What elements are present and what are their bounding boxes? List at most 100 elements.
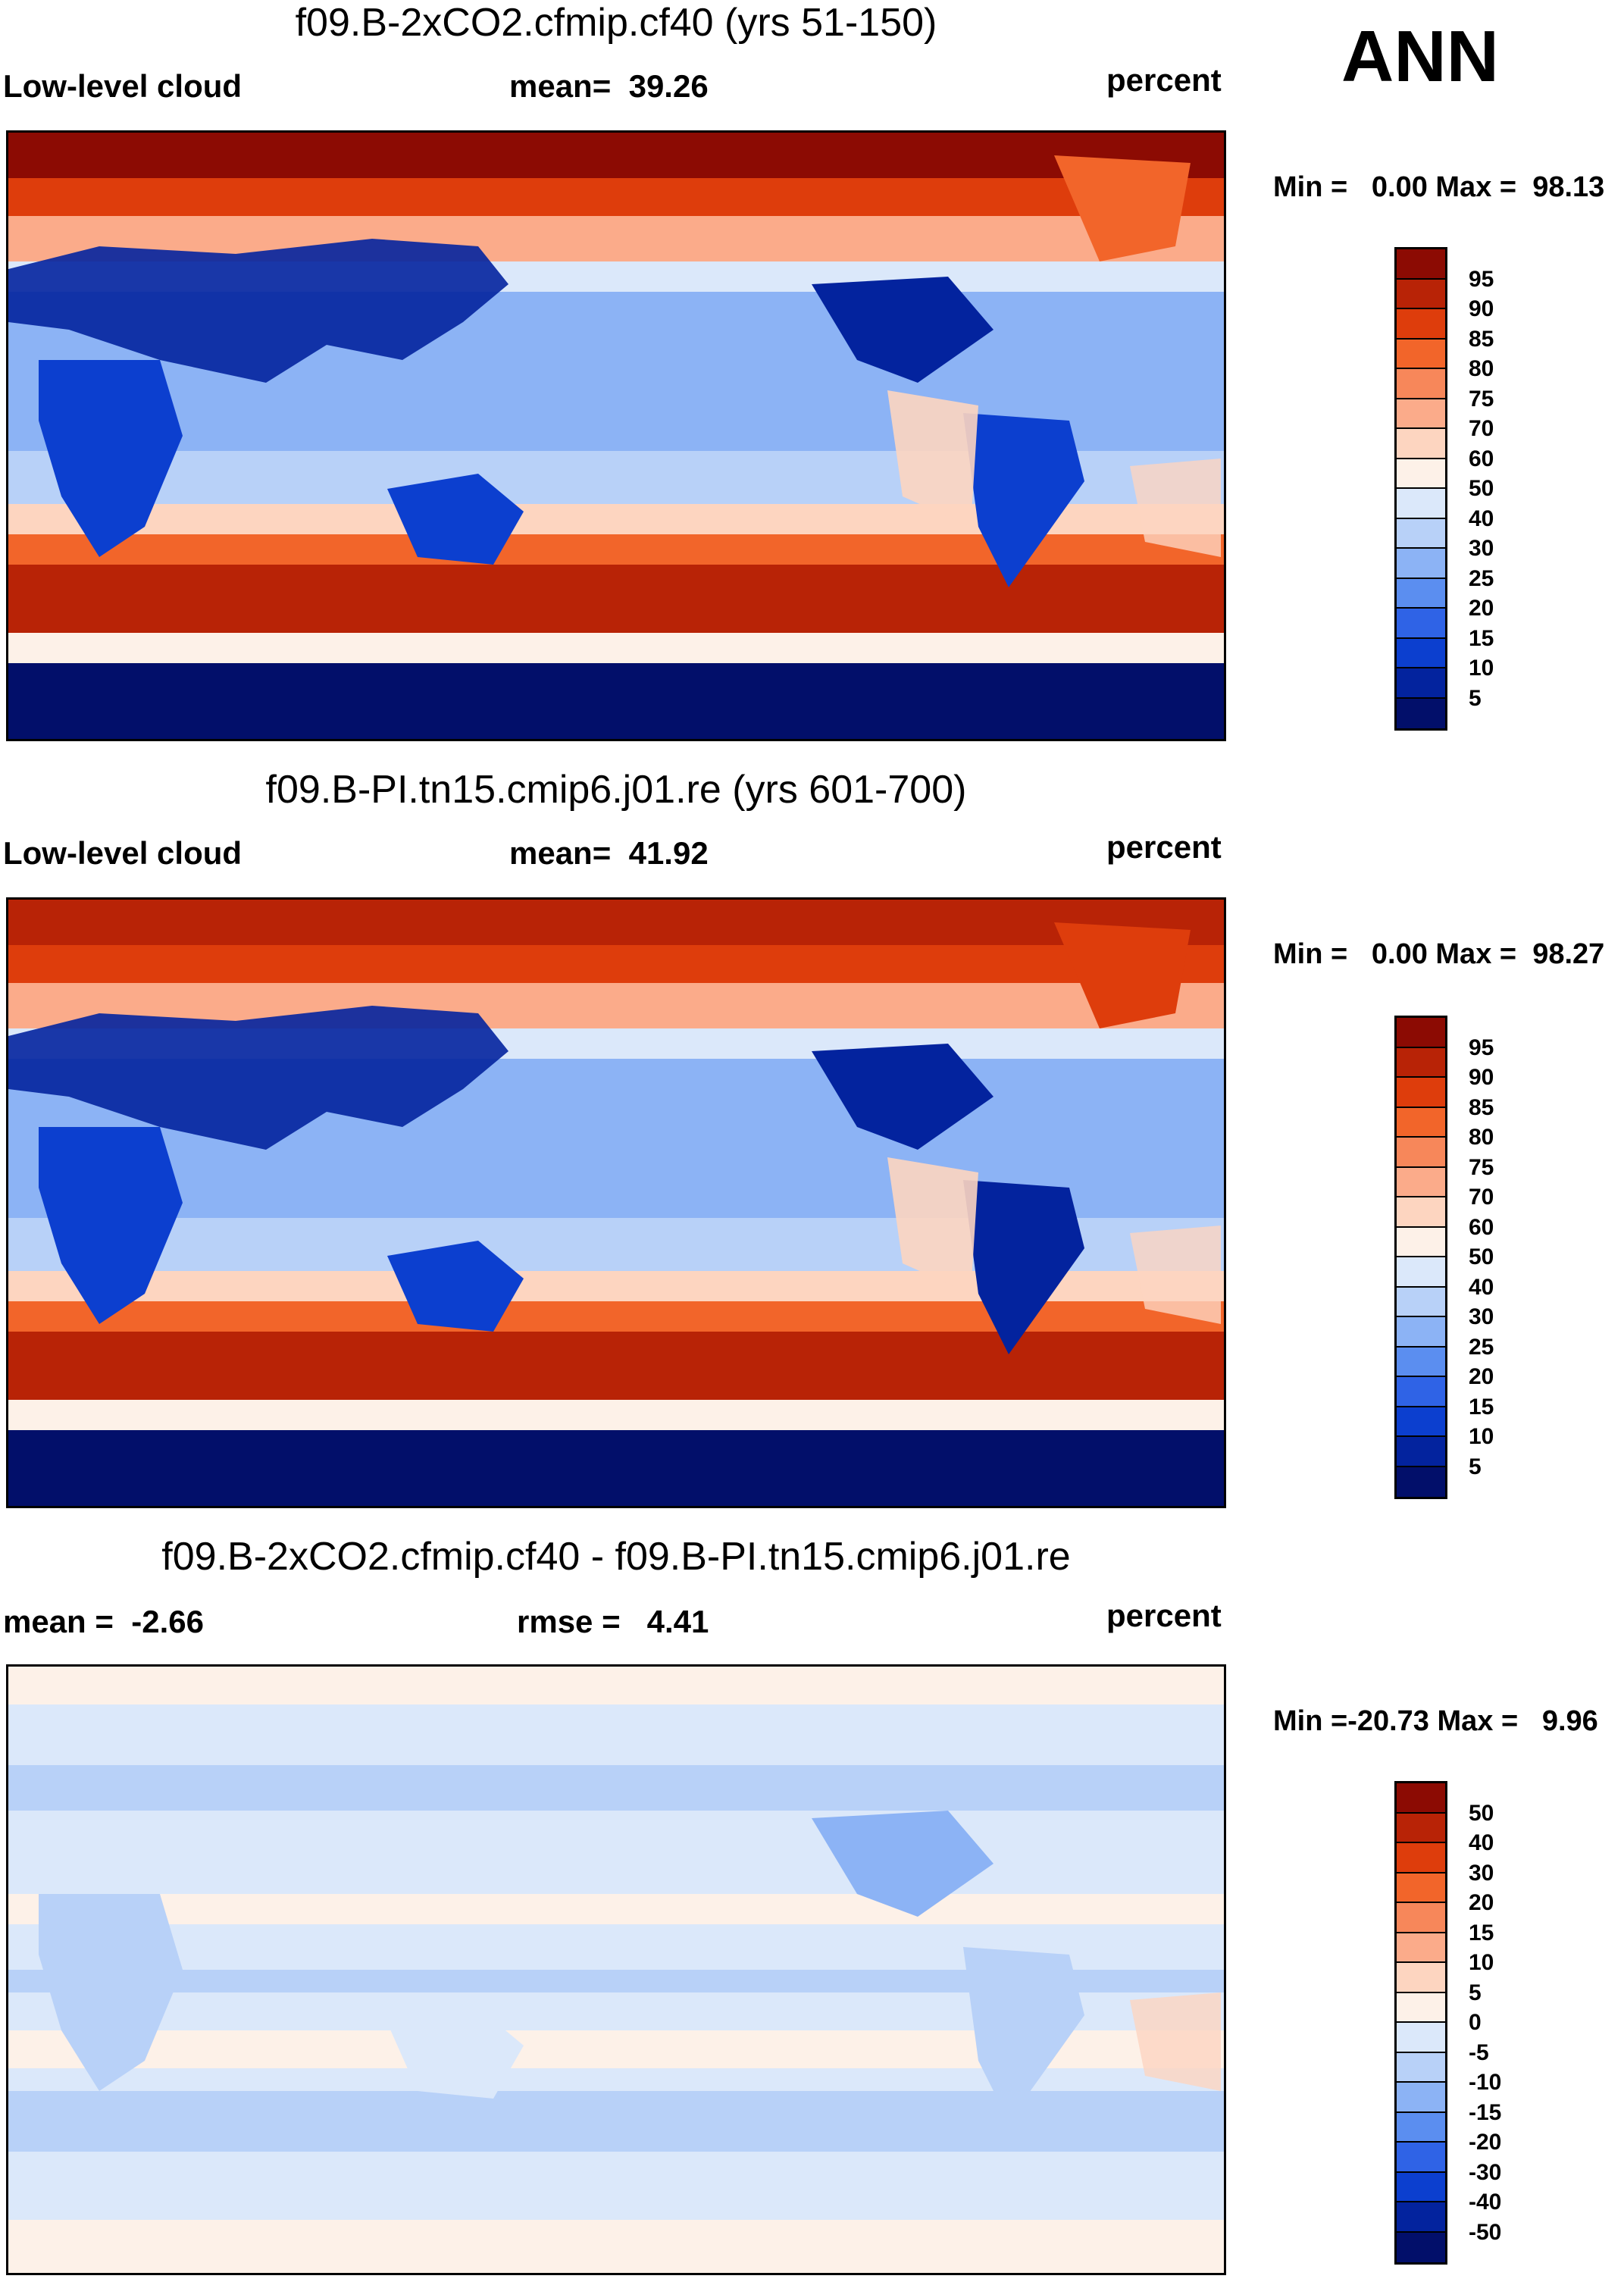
p2-band-arctic — [8, 900, 1224, 945]
colorbar-3-swatch — [1397, 1903, 1445, 1933]
panel-2-min-value: 0.00 — [1371, 938, 1428, 970]
colorbar-1-label: 10 — [1469, 656, 1494, 681]
panel-1-colorbar — [1394, 247, 1447, 731]
colorbar-3-label: -50 — [1469, 2219, 1502, 2245]
colorbar-2-swatch — [1397, 1138, 1445, 1168]
panel-3-min-value: -20.73 — [1347, 1705, 1429, 1737]
colorbar-2-swatch — [1397, 1287, 1445, 1317]
colorbar-3-label: 0 — [1469, 2010, 1482, 2035]
p1-land-greenland — [1054, 155, 1191, 261]
colorbar-3-label: -5 — [1469, 2039, 1489, 2065]
colorbar-3-swatch — [1397, 1963, 1445, 1993]
colorbar-1-swatch — [1397, 369, 1445, 399]
panel-3-min-label: Min = — [1273, 1705, 1348, 1737]
panel-2-minmax: Min = 0.00 Max = 98.27 — [1273, 938, 1604, 971]
colorbar-1-label: 75 — [1469, 386, 1494, 412]
p2-band-s-ocean-2 — [8, 1332, 1224, 1400]
p3-band-n-mid — [8, 1765, 1224, 1811]
colorbar-1-swatch — [1397, 339, 1445, 369]
p2-land-australia — [387, 1241, 524, 1332]
panel-1-minmax: Min = 0.00 Max = 98.13 — [1273, 171, 1604, 204]
colorbar-1-label: 95 — [1469, 266, 1494, 292]
panel-3-units: percent — [1106, 1598, 1222, 1633]
colorbar-3-swatch — [1397, 1873, 1445, 1903]
colorbar-2-label: 95 — [1469, 1035, 1494, 1060]
colorbar-2-label: 30 — [1469, 1304, 1494, 1329]
colorbar-1-swatch — [1397, 279, 1445, 309]
p2-band-n-high — [8, 945, 1224, 983]
colorbar-3-swatch — [1397, 1992, 1445, 2023]
p2-land-africa — [39, 1127, 183, 1324]
colorbar-2-swatch — [1397, 1167, 1445, 1197]
p1-stratocu-pacific — [887, 390, 978, 527]
colorbar-3-label: 50 — [1469, 1800, 1494, 1826]
p2-band-s-ice-edge — [8, 1400, 1224, 1430]
colorbar-3-label: -10 — [1469, 2070, 1502, 2095]
colorbar-1-swatch — [1397, 668, 1445, 699]
p3-band-tropic-n — [8, 1894, 1224, 1924]
colorbar-1-label: 20 — [1469, 596, 1494, 621]
colorbar-3-swatch — [1397, 2112, 1445, 2143]
panel-1-min-value: 0.00 — [1371, 171, 1428, 203]
colorbar-3-swatch — [1397, 2052, 1445, 2083]
colorbar-1-swatch — [1397, 638, 1445, 668]
colorbar-1-label: 60 — [1469, 446, 1494, 471]
colorbar-3-swatch — [1397, 1933, 1445, 1963]
colorbar-3-label: 40 — [1469, 1830, 1494, 1855]
colorbar-2-swatch — [1397, 1018, 1445, 1048]
p1-land-samerica — [963, 413, 1084, 587]
colorbar-2-swatch — [1397, 1407, 1445, 1437]
colorbar-1-swatch — [1397, 698, 1445, 728]
p3-land-namerica — [812, 1811, 993, 1917]
colorbar-3-swatch — [1397, 1783, 1445, 1814]
panel-2-colorbar — [1394, 1016, 1447, 1499]
panel-2-units: percent — [1106, 829, 1222, 865]
colorbar-2-label: 70 — [1469, 1185, 1494, 1210]
panel-2-max-label: Max = — [1435, 938, 1517, 970]
p3-land-africa — [39, 1894, 183, 2091]
colorbar-2-label: 75 — [1469, 1154, 1494, 1180]
panel-1-map — [6, 130, 1226, 741]
colorbar-2-swatch — [1397, 1347, 1445, 1377]
p2-land-greenland — [1054, 922, 1191, 1028]
colorbar-1-label: 85 — [1469, 326, 1494, 352]
colorbar-2-label: 85 — [1469, 1094, 1494, 1120]
panel-3-diff-mean-value: -2.66 — [131, 1604, 204, 1639]
p1-band-arctic — [8, 133, 1224, 178]
colorbar-2-swatch — [1397, 1047, 1445, 1078]
colorbar-3-label: -15 — [1469, 2099, 1502, 2125]
colorbar-1-label: 80 — [1469, 356, 1494, 381]
colorbar-1-label: 90 — [1469, 296, 1494, 321]
panel-3-max-value: 9.96 — [1541, 1705, 1598, 1737]
p3-land-samerica — [963, 1947, 1084, 2121]
colorbar-2-label: 90 — [1469, 1065, 1494, 1090]
colorbar-3-swatch — [1397, 1843, 1445, 1873]
panel-1-min-label: Min = — [1273, 171, 1348, 203]
colorbar-2-label: 40 — [1469, 1274, 1494, 1300]
p1-stratocu-atlantic — [1130, 459, 1221, 557]
p3-band-arctic — [8, 1667, 1224, 1704]
panel-3-title: f09.B-2xCO2.cfmip.cf40 - f09.B-PI.tn15.c… — [161, 1535, 1071, 1579]
p1-band-s-ocean-2 — [8, 565, 1224, 633]
colorbar-2-label: 50 — [1469, 1244, 1494, 1269]
colorbar-1-label: 15 — [1469, 625, 1494, 651]
colorbar-1-swatch — [1397, 518, 1445, 549]
panel-3-rmse-label: rmse = — [517, 1604, 621, 1639]
colorbar-3-swatch — [1397, 1813, 1445, 1843]
p1-band-n-high — [8, 178, 1224, 216]
colorbar-1-label: 70 — [1469, 416, 1494, 441]
p1-land-australia — [387, 474, 524, 565]
colorbar-2-swatch — [1397, 1317, 1445, 1348]
p3-land-australia — [387, 2008, 524, 2099]
colorbar-3-label: 5 — [1469, 1980, 1482, 2005]
colorbar-2-swatch — [1397, 1377, 1445, 1407]
p2-land-eurasia — [8, 1006, 508, 1150]
colorbar-2-swatch — [1397, 1467, 1445, 1497]
colorbar-1-swatch — [1397, 429, 1445, 459]
p1-band-antarctica — [8, 663, 1224, 739]
panel-1-max-value: 98.13 — [1532, 171, 1605, 203]
colorbar-2-label: 5 — [1469, 1454, 1482, 1479]
colorbar-1-swatch — [1397, 399, 1445, 429]
panel-1-title: f09.B-2xCO2.cfmip.cf40 (yrs 51-150) — [295, 1, 937, 45]
colorbar-3-label: -40 — [1469, 2190, 1502, 2215]
